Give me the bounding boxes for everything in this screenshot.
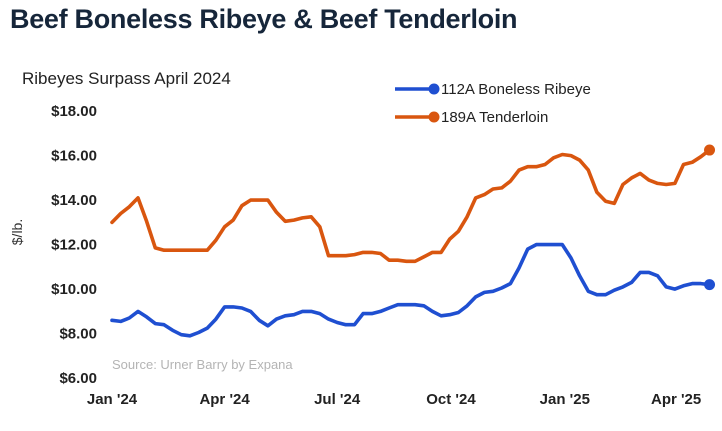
series-layer bbox=[110, 144, 716, 338]
y-tick-label: $8.00 bbox=[59, 326, 97, 343]
legend: 112A Boneless Ribeye 189A Tenderloin bbox=[395, 81, 591, 126]
y-axis-label: $/lb. bbox=[9, 219, 25, 245]
x-axis: Jan '24 Apr '24 Jul '24 Oct '24 Jan '25 Apr '… bbox=[87, 391, 701, 408]
x-tick-label: Jan '24 bbox=[87, 391, 138, 408]
source-note: Source: Urner Barry by Expana bbox=[112, 357, 293, 372]
series-line-2 bbox=[110, 148, 712, 264]
x-tick-label: Oct '24 bbox=[426, 391, 476, 408]
series-end-point-1 bbox=[704, 279, 716, 291]
legend-label: 112A Boneless Ribeye bbox=[441, 81, 591, 98]
x-tick-label: Apr '24 bbox=[199, 391, 250, 408]
y-tick-label: $16.00 bbox=[51, 148, 97, 165]
y-tick-label: $12.00 bbox=[51, 237, 97, 254]
x-tick-label: Jan '25 bbox=[540, 391, 590, 408]
y-tick-label: $18.00 bbox=[51, 103, 97, 120]
x-tick-label: Apr '25 bbox=[651, 391, 701, 408]
legend-swatch-dot bbox=[428, 83, 440, 95]
x-tick-label: Jul '24 bbox=[314, 391, 361, 408]
legend-label: 189A Tenderloin bbox=[441, 109, 548, 126]
legend-swatch-dot bbox=[428, 111, 440, 123]
series-line-1 bbox=[110, 242, 712, 338]
y-tick-label: $10.00 bbox=[51, 281, 97, 298]
y-axis: $6.00 $8.00 $10.00 $12.00 $14.00 $16.00 $18.00 bbox=[51, 103, 97, 387]
y-tick-label: $6.00 bbox=[59, 370, 97, 387]
series-end-point-2 bbox=[704, 144, 716, 156]
page-title: Beef Boneless Ribeye & Beef Tenderloin bbox=[10, 4, 518, 34]
y-tick-label: $14.00 bbox=[51, 192, 97, 209]
chart-subtitle: Ribeyes Surpass April 2024 bbox=[22, 69, 231, 88]
